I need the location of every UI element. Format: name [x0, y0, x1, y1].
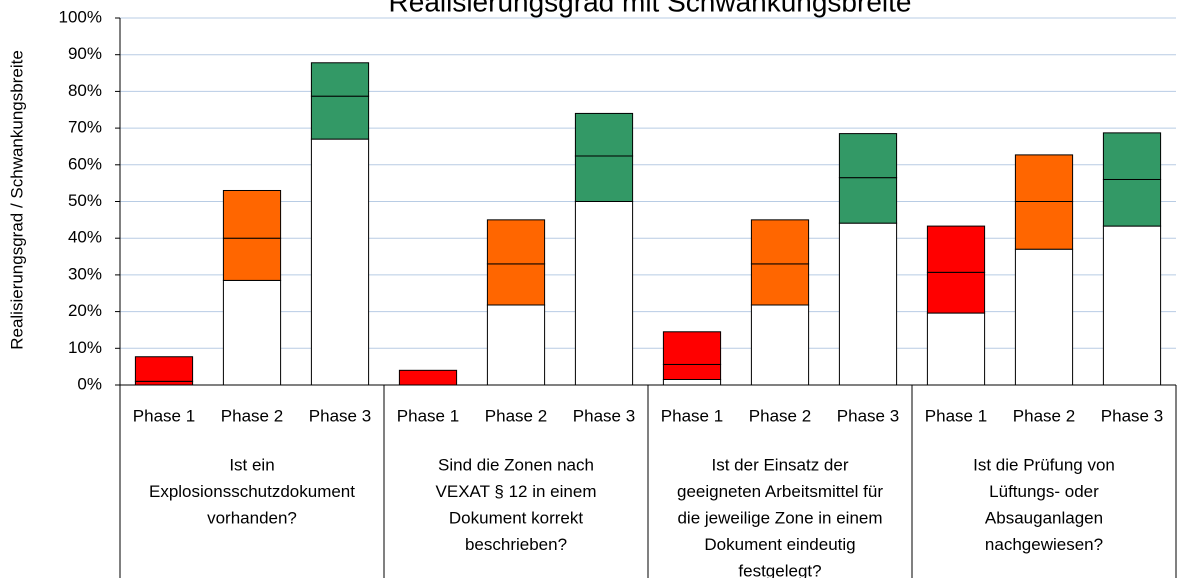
y-tick-label: 90% — [68, 44, 102, 63]
group-label: Dokument korrekt — [449, 508, 583, 527]
y-tick-label: 10% — [68, 338, 102, 357]
y-tick-label: 50% — [68, 191, 102, 210]
y-axis-label: Realisierungsgrad / Schwankungsbreite — [7, 50, 26, 350]
group-label: geeigneten Arbeitsmittel für — [677, 482, 883, 501]
bar-base — [662, 378, 722, 386]
bar-range-upper — [222, 189, 282, 239]
group-label: Absauganlagen — [985, 508, 1103, 527]
bar-range-upper — [574, 112, 634, 157]
bar-range-upper — [838, 133, 898, 179]
bar-range-upper — [134, 356, 194, 382]
bar-base — [838, 222, 898, 386]
group-label: festgelegt? — [738, 561, 821, 578]
bar-base — [574, 201, 634, 386]
phase-label: Phase 3 — [309, 406, 371, 425]
y-tick-label: 70% — [68, 118, 102, 137]
bar-range-lower — [838, 177, 898, 224]
bar-base — [222, 279, 282, 386]
bar-range-lower — [574, 155, 634, 203]
group-label: Explosionsschutzdokument — [149, 482, 355, 501]
y-tick-label: 20% — [68, 301, 102, 320]
phase-label: Phase 3 — [837, 406, 899, 425]
group-label: Ist ein — [229, 455, 274, 474]
bar-base — [310, 138, 370, 386]
bar-base — [926, 312, 986, 386]
y-tick-label: 30% — [68, 264, 102, 283]
phase-label: Phase 3 — [1101, 406, 1163, 425]
phase-label: Phase 2 — [485, 406, 547, 425]
bar-range-lower — [750, 263, 810, 306]
bar-range-lower — [1014, 201, 1074, 250]
bar-range-lower — [310, 95, 370, 140]
phase-label: Phase 3 — [573, 406, 635, 425]
bar-range-upper — [662, 331, 722, 365]
group-label: Sind die Zonen nach — [438, 455, 594, 474]
group-label: nachgewiesen? — [985, 535, 1103, 554]
phase-label: Phase 1 — [133, 406, 195, 425]
group-label: Lüftungs- oder — [989, 482, 1099, 501]
bar-range-lower — [662, 363, 722, 380]
group-label: Ist die Prüfung von — [973, 455, 1115, 474]
phase-label: Phase 2 — [1013, 406, 1075, 425]
phase-label: Phase 2 — [221, 406, 283, 425]
bar-base — [750, 304, 810, 386]
group-label: vorhanden? — [207, 508, 297, 527]
group-label: VEXAT § 12 in einem — [436, 482, 597, 501]
y-tick-label: 100% — [59, 7, 102, 26]
bar-base — [1014, 248, 1074, 386]
bar-range-lower — [926, 271, 986, 314]
bar-base — [1102, 225, 1162, 386]
phase-label: Phase 1 — [925, 406, 987, 425]
y-tick-label: 0% — [77, 374, 102, 393]
phase-label: Phase 2 — [749, 406, 811, 425]
bar-base — [486, 304, 546, 386]
bar-range-lower — [1102, 178, 1162, 227]
bar-range-lower — [222, 237, 282, 281]
y-tick-label: 80% — [68, 81, 102, 100]
bar-range-lower — [486, 263, 546, 306]
bar-range-upper — [750, 219, 810, 265]
chart-title: Realisierungsgrad mit Schwankungsbreite — [389, 0, 912, 17]
group-label: die jeweilige Zone in einem — [677, 508, 882, 527]
bar-range-upper — [310, 62, 370, 97]
y-tick-label: 60% — [68, 154, 102, 173]
bar-range-upper — [486, 219, 546, 265]
bar-range-upper — [1102, 132, 1162, 180]
bar-range-upper — [398, 369, 458, 386]
phase-label: Phase 1 — [397, 406, 459, 425]
group-label: Dokument eindeutig — [704, 535, 855, 554]
group-label: Ist der Einsatz der — [711, 455, 848, 474]
phase-label: Phase 1 — [661, 406, 723, 425]
y-tick-label: 40% — [68, 228, 102, 247]
bar-range-lower — [134, 380, 194, 386]
bar-range-upper — [926, 225, 986, 273]
bar-range-upper — [1014, 154, 1074, 203]
group-label: beschrieben? — [465, 535, 567, 554]
